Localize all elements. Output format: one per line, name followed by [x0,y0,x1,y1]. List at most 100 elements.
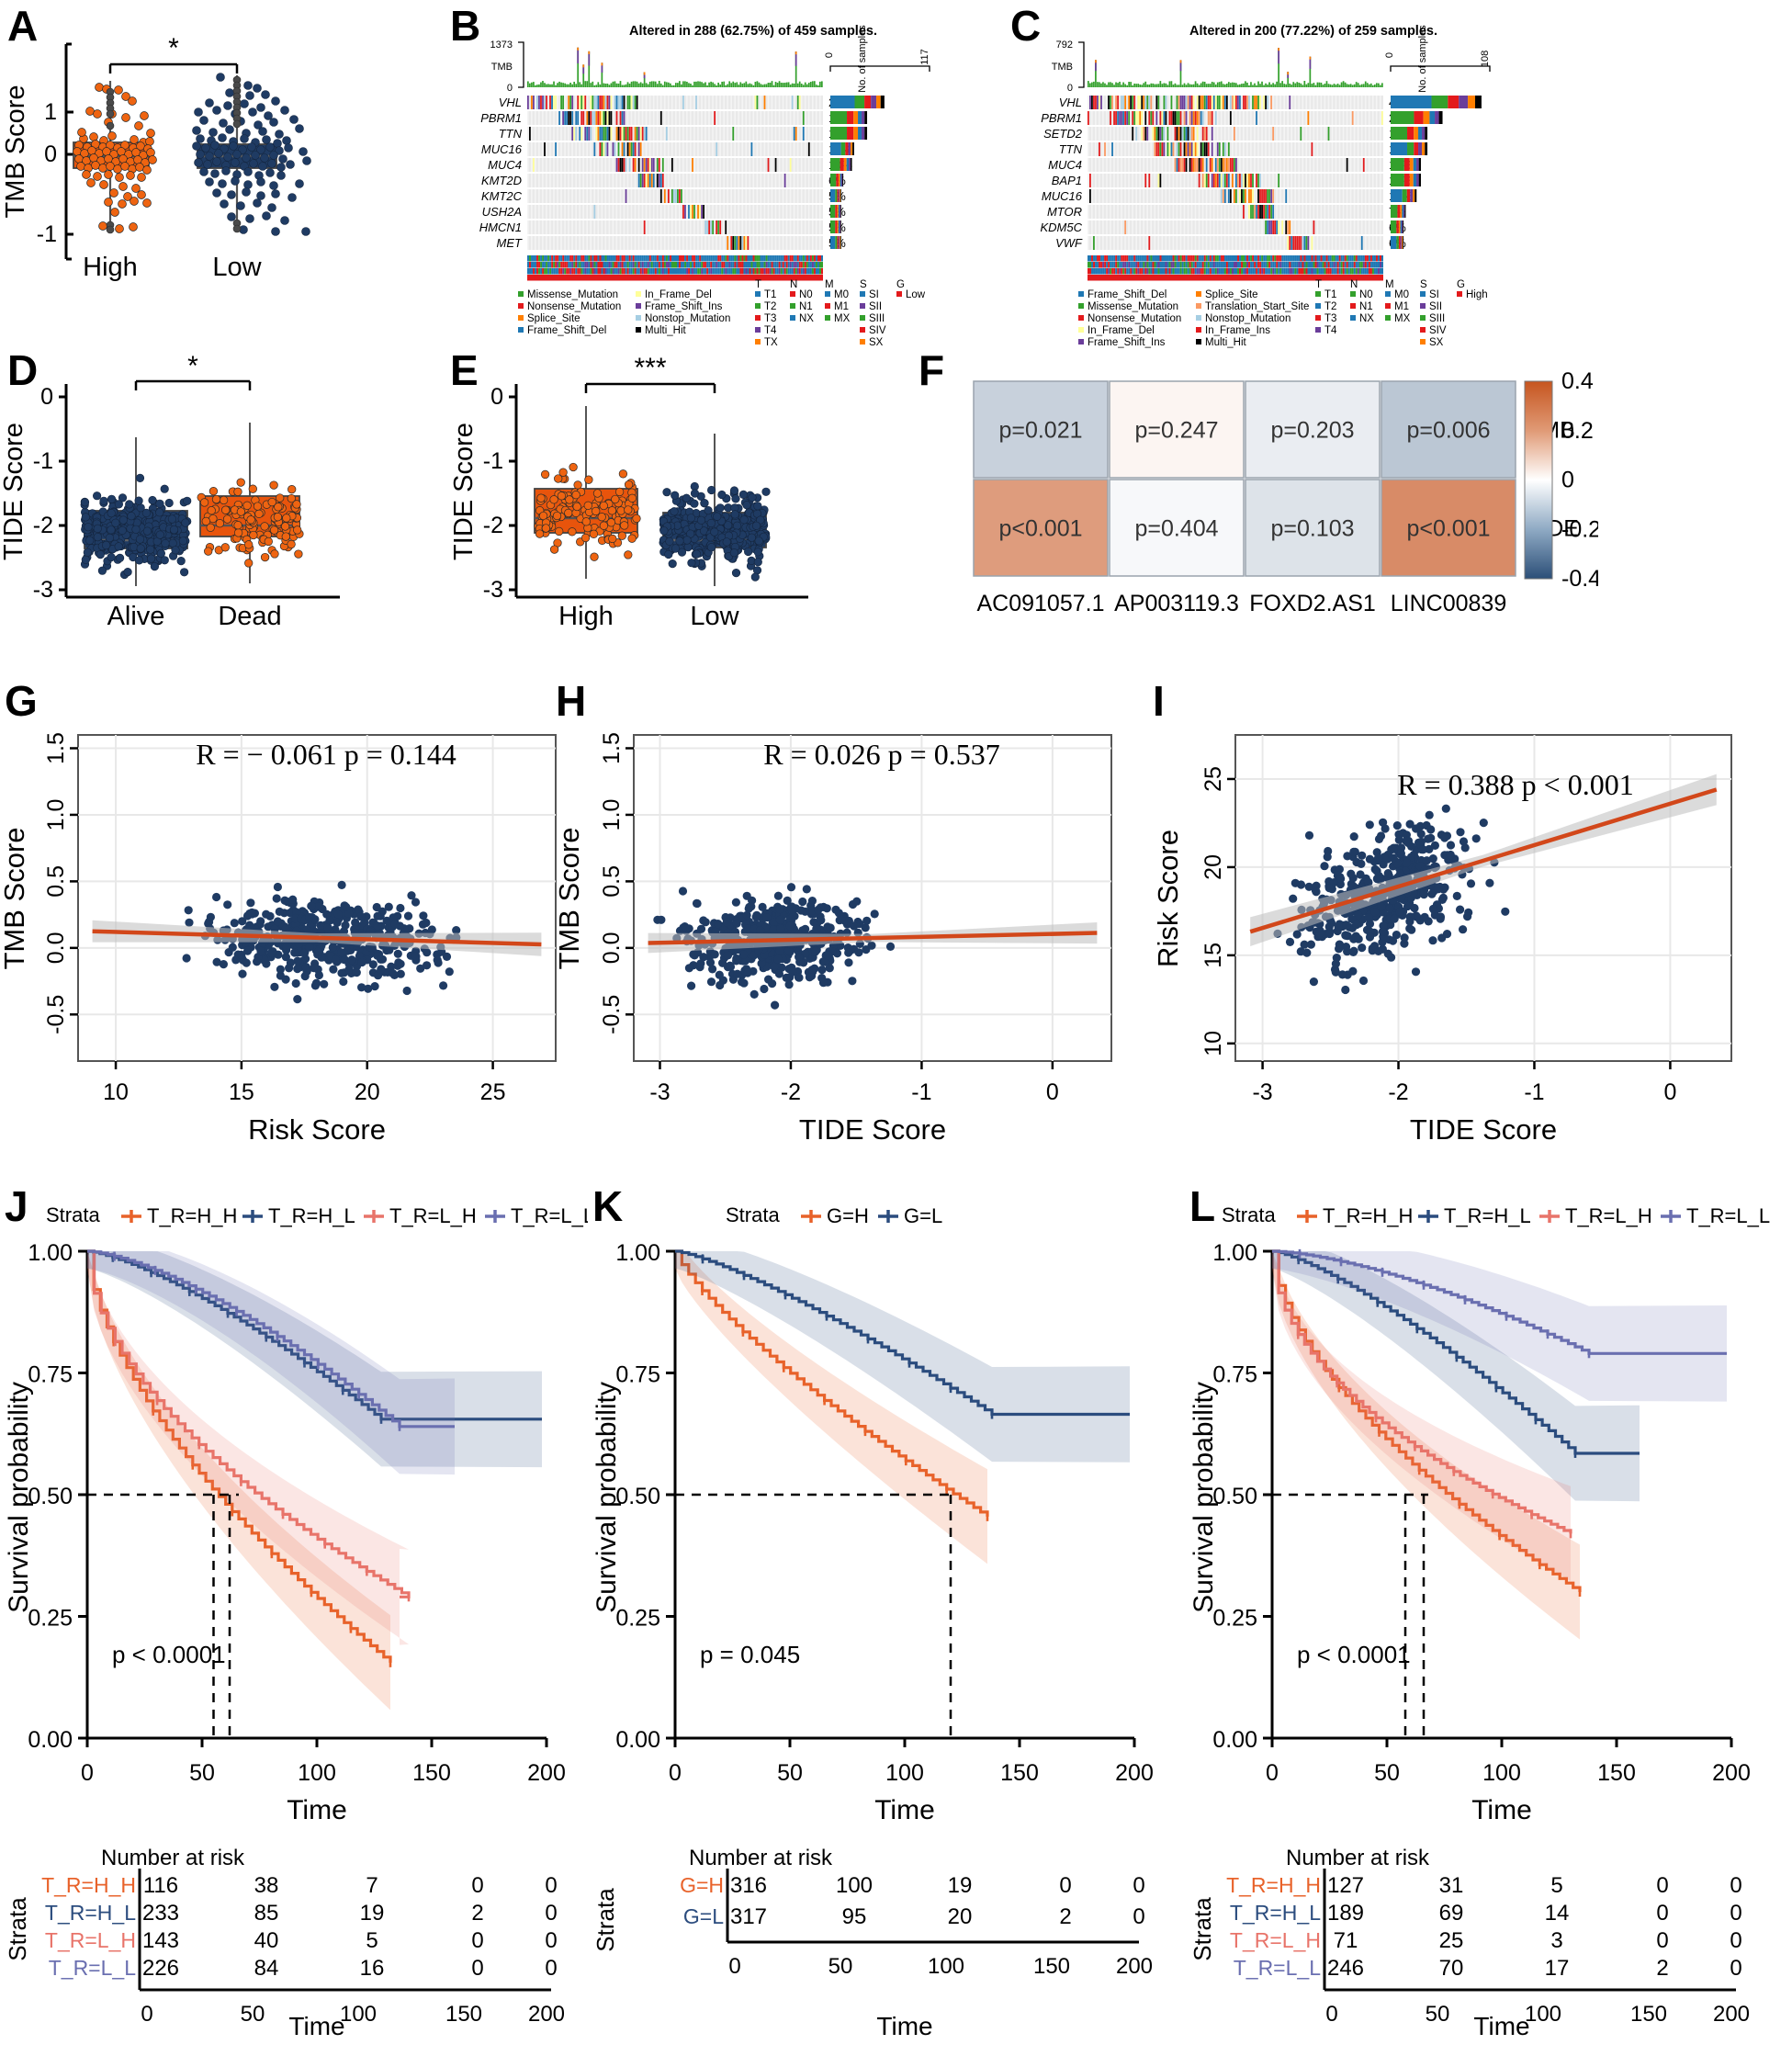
colorbar-tick: 0.4 [1561,368,1594,394]
clinical-annotation-cell [617,268,620,275]
clinical-annotation-cell [760,262,762,268]
clinical-legend-swatch [1350,291,1356,297]
oncoprint-cell [1227,189,1230,203]
oncoprint-cell [1185,111,1188,125]
clinical-annotation-cell [542,262,545,268]
clinical-annotation-cell [1274,255,1277,262]
panel-d-ytick-m3: -3 [33,577,53,603]
legend-swatch [1078,303,1084,309]
clinical-annotation-cell [1194,268,1197,275]
clinical-legend-label: N0 [1359,289,1373,300]
oncoprint-gene-label: MET [497,236,524,250]
scatter-ytick: 0.0 [599,932,625,964]
oncoprint-cell [1257,174,1259,187]
oncoprint-cell [623,127,626,141]
oncoprint-cell [1144,127,1147,141]
clinical-annotation-cell [745,255,748,262]
clinical-annotation-cell [1292,262,1295,268]
panel-i-xlabel: TIDE Score [1410,1113,1557,1146]
panel-b-plot: Altered in 288 (62.75%) of 459 samples. … [479,24,930,348]
oncoprint-cell [1272,205,1275,219]
oncoprint-cell [621,127,624,141]
clinical-annotation-cell [1152,262,1155,268]
clinical-annotation-cell [798,268,801,275]
clinical-annotation-cell [1231,262,1234,268]
clinical-annotation-cell [1111,262,1114,268]
clinical-annotation-cell [1237,268,1240,275]
oncoprint-cell [1179,96,1182,109]
panel-c-samples-axis-label: No. of samples [1417,25,1428,93]
oncoprint-cell [1222,158,1224,172]
clinical-annotation-cell [802,255,805,262]
scatter-xtick: 25 [480,1079,506,1105]
panel-g-plot: R = − 0.061 p = 0.144 10 15 20 251.51.00.50… [0,732,557,1146]
oncoprint-cell [1209,158,1212,172]
clinical-annotation-cell [639,268,642,275]
panel-b-samples-axis-label: No. of samples [857,25,868,93]
oncoprint-cell [584,96,587,109]
clinical-annotation-cell [703,255,705,262]
oncoprint-cell [1089,96,1091,109]
clinical-annotation-cell [719,262,722,268]
panel-i-points [1273,804,1510,995]
clinical-annotation-cell [791,262,794,268]
clinical-annotation-cell [1089,255,1092,262]
clinical-annotation-cell [800,255,803,262]
km-xtick: 0 [1266,1760,1279,1786]
clinical-annotation-cell [536,262,539,268]
clinical-annotation-cell [612,262,614,268]
clinical-annotation-cell [1336,268,1339,275]
oncoprint-cell [1176,127,1178,141]
clinical-annotation-cell [601,255,603,262]
oncoprint-cell [1203,142,1206,156]
clinical-annotation-cell [690,262,693,268]
oncoprint-cell [1194,142,1197,156]
clinical-annotation-cell [568,268,570,275]
oncoprint-cell [632,158,635,172]
clinical-legend-swatch [755,327,761,333]
oncoprint-cell [1122,111,1125,125]
panel-l-risk-axis-label: Strata [1189,1897,1216,1961]
oncoprint-cell [634,158,637,172]
km-risk-time-tick: 100 [928,1954,964,1979]
clinical-annotation-cell [636,268,638,275]
clinical-annotation-cell [1377,268,1380,275]
clinical-annotation-cell [1263,255,1266,262]
clinical-annotation-cell [1347,262,1350,268]
clinical-annotation-cell [1231,268,1234,275]
sample-count-bar-segment [837,220,839,233]
oncoprint-cell [1117,111,1119,125]
oncoprint-cell [1179,111,1182,125]
oncoprint-cell [793,127,795,141]
oncoprint-cell [1190,96,1193,109]
clinical-annotation-cell [692,268,694,275]
oncoprint-cell [1239,96,1241,109]
sample-count-bar-segment [858,111,862,124]
clinical-annotation-cell [1192,268,1195,275]
km-confidence-band [675,1251,987,1565]
oncoprint-cell [1178,96,1180,109]
oncoprint-cell [1159,111,1162,125]
panel-c-tmb-max: 792 [1056,40,1073,51]
km-risk-value: 25 [1439,1928,1464,1953]
sample-count-bar-segment [838,174,840,186]
clinical-annotation-cell [669,262,671,268]
clinical-annotation-cell [804,262,806,268]
sample-count-bar-segment [1403,174,1410,186]
km-risk-value: 0 [1730,1873,1741,1898]
clinical-annotation-cell [1325,268,1328,275]
clinical-annotation-cell [778,268,781,275]
oncoprint-cell [1209,111,1212,125]
oncoprint-cell [1212,96,1215,109]
oncoprint-cell [1133,96,1136,109]
heatmap-cell-pvalue: p<0.001 [1406,516,1490,542]
oncoprint-cell [1220,96,1223,109]
clinical-legend-label: SIV [1429,325,1447,336]
scatter-xtick: 0 [1046,1079,1059,1105]
heatmap-cell [1109,479,1245,577]
clinical-annotation-cell [719,268,722,275]
clinical-annotation-cell [754,255,757,262]
clinical-annotation-cell [1369,268,1372,275]
oncoprint-cell [555,96,557,109]
sample-count-bar-segment [1429,111,1436,124]
